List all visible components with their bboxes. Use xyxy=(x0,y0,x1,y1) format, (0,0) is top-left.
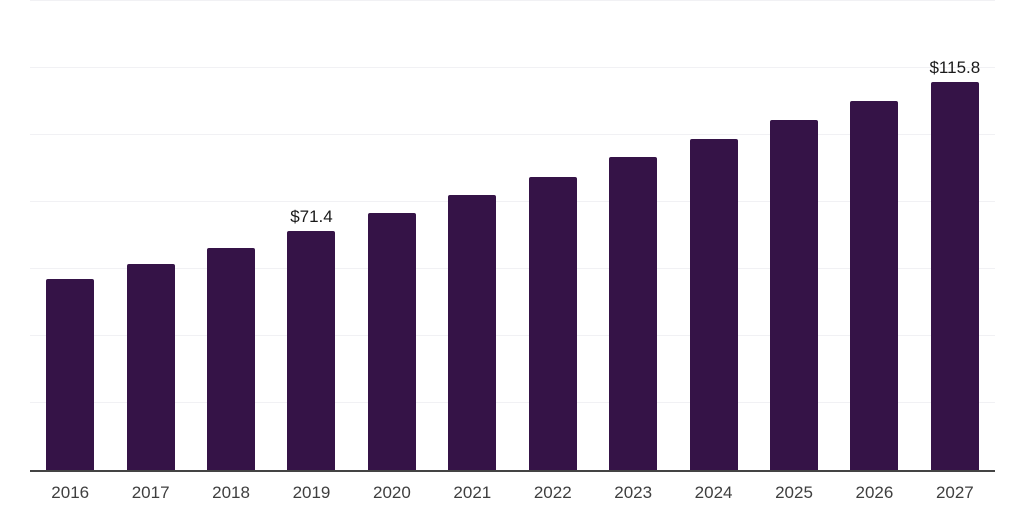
gridline-20 xyxy=(30,402,995,403)
bar-slot-2016 xyxy=(30,1,110,470)
bar-slot-2022 xyxy=(513,1,593,470)
bar-2019: $71.4 xyxy=(287,207,336,470)
bars-layer: $71.4 $115.8 xyxy=(30,1,995,470)
bar-slot-2020 xyxy=(352,1,432,470)
bar-slot-2024 xyxy=(673,1,753,470)
x-tick-label-2018: 2018 xyxy=(212,483,250,502)
gridline-60 xyxy=(30,268,995,269)
bar-2021 xyxy=(448,194,497,470)
bar-2023 xyxy=(609,156,658,470)
bar-slot-2023 xyxy=(593,1,673,470)
bar-value-label-2027: $115.8 xyxy=(929,58,981,78)
bar-2018 xyxy=(207,247,256,470)
x-axis-tick-labels: 2016 2017 2018 2019 2020 2021 2022 2023 2024 2025… xyxy=(30,483,995,503)
gridline-100 xyxy=(30,134,995,135)
gridline-140 xyxy=(30,0,995,1)
bar-2020 xyxy=(367,212,416,470)
x-tick-label-2023: 2023 xyxy=(614,483,653,502)
bar-2022 xyxy=(528,176,577,470)
x-tick-label-2016: 2016 xyxy=(51,483,90,502)
x-tick-label-2020: 2020 xyxy=(372,483,411,502)
bar-slot-2018 xyxy=(191,1,271,470)
x-tick-label-2025: 2025 xyxy=(775,483,813,502)
bar-2016 xyxy=(46,279,95,470)
bar-2024 xyxy=(689,139,738,470)
bar-2027: $115.8 xyxy=(929,58,980,470)
bar-slot-2026 xyxy=(834,1,914,470)
x-tick-label-2022: 2022 xyxy=(533,483,572,502)
x-tick-label-2017: 2017 xyxy=(131,483,170,502)
bar-slot-2017 xyxy=(110,1,190,470)
x-tick-label-2019: 2019 xyxy=(292,483,331,502)
bar-slot-2021 xyxy=(432,1,512,470)
x-tick-label-2026: 2026 xyxy=(855,483,894,502)
x-tick-label-2021: 2021 xyxy=(453,483,492,502)
plot-area: $71.4 $115.8 xyxy=(30,0,995,470)
x-axis-line xyxy=(30,470,995,472)
bar-2025 xyxy=(770,119,818,470)
gridline-40 xyxy=(30,335,995,336)
bar-slot-2025 xyxy=(754,1,834,470)
gridline-80 xyxy=(30,201,995,202)
bar-slot-2027: $115.8 xyxy=(915,1,995,470)
x-tick-label-2024: 2024 xyxy=(694,483,733,502)
bar-value-label-2019: $71.4 xyxy=(290,206,333,226)
bar-2017 xyxy=(126,263,175,470)
x-tick-label-2027: 2027 xyxy=(935,483,974,502)
gridline-120 xyxy=(30,67,995,68)
bar-2026 xyxy=(850,100,899,470)
bar-slot-2019: $71.4 xyxy=(271,1,351,470)
